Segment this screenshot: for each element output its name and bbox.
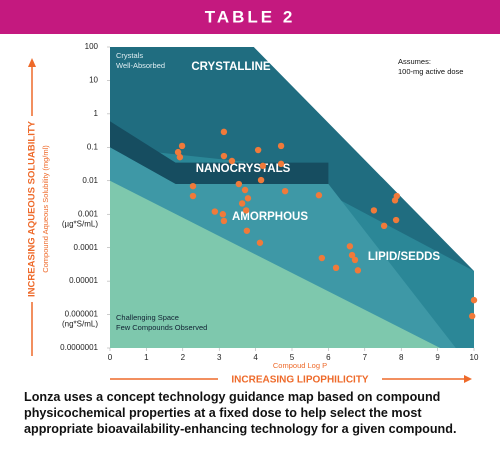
data-point [176,153,184,161]
data-point [238,200,246,207]
data-point [380,222,388,230]
y-tick-label: 0.001 [78,209,99,218]
x-axis-label: Compoud Log P [273,361,327,370]
data-point [259,162,267,170]
data-point [468,312,476,320]
y-tick-label: 0.1 [87,142,99,151]
x-arrow-label-bg [218,372,382,386]
data-point [211,208,219,215]
data-point [318,254,326,262]
annotation: Well-Absorbed [116,61,165,70]
y-tick-label: 100 [85,42,99,51]
y-tick-label: 0.00001 [69,276,98,285]
data-point [354,267,362,274]
x-arrow-head [464,375,472,383]
x-tick-label: 6 [326,353,331,362]
x-tick-label: 7 [363,353,368,362]
x-tick-label: 3 [217,353,222,362]
data-point [470,296,478,304]
x-tick-label: 9 [435,353,440,362]
region-label: CRYSTALLINE [191,61,271,73]
x-tick-label: 5 [290,353,295,362]
region [110,121,329,185]
data-point [254,146,262,154]
y-arrow-label: INCREASING AQUEOUS SOLUABILITY [27,120,38,297]
y-tick-label: 0.000001 [65,310,99,319]
data-point [174,148,182,156]
data-point [220,217,228,225]
data-point [332,264,340,272]
x-tick-label: 8 [399,353,404,362]
region [110,180,441,348]
data-point [189,182,197,190]
data-point [346,243,354,250]
y-tick-label: 0.01 [82,176,98,185]
y-axis-label: Compound Aqueous Solubility (mg/ml) [41,145,50,273]
x-tick-label: 2 [181,353,186,362]
data-point [370,207,378,214]
data-point [315,192,323,199]
y-tick-label: 0.0000001 [60,343,98,352]
data-point [242,207,250,214]
data-point [277,160,285,168]
annotation: Challenging Space [116,313,179,322]
annotation: Few Compounds Observed [116,323,207,332]
data-point [189,192,197,200]
y-tick-label: 1 [94,109,99,118]
region-label: NANOCRYSTALS [196,163,291,175]
annotation: Crystals [116,51,143,60]
x-tick-label: 10 [470,353,479,362]
data-point [219,211,227,218]
y-arrow-label-bg [25,116,39,302]
data-point [281,187,289,195]
annotation: 100-mg active dose [398,67,463,76]
caption: Lonza uses a concept technology guidance… [24,390,457,436]
data-point [244,195,252,202]
data-point [277,142,285,150]
data-point [351,256,359,264]
data-point [228,157,236,165]
annotation: Assumes: [398,57,431,66]
data-point [220,128,228,136]
x-arrow-label: INCREASING LIPOPHILICITY [231,375,369,386]
data-point [256,239,264,246]
data-point [241,186,249,194]
header-title: TABLE 2 [205,7,296,26]
y-tick-label: 10 [89,76,98,85]
data-point [392,216,400,224]
x-tick-label: 0 [108,353,113,362]
y-tick-label: 0.0001 [74,243,99,252]
x-tick-label: 1 [144,353,149,362]
region-label: LIPID/SEDDS [368,251,441,263]
data-point [393,192,401,200]
data-point [220,152,228,160]
plot: CRYSTALLINE LIPID/SEDDS NANOCRYSTALS AMORPH… [25,42,479,386]
data-point [235,180,243,188]
data-point [257,176,265,184]
data-point [178,142,186,150]
region-label: AMORPHOUS [232,211,308,223]
chart: TABLE 2 CRYSTALLINE LIPID/SEDDS NANOCRYSTA… [0,0,500,386]
y-tick-unit: (ng*S/mL) [62,320,98,329]
data-point [243,227,251,234]
header-bar [0,0,500,34]
y-arrow-head [28,58,36,67]
y-tick-unit: (µg*S/mL) [62,219,99,228]
x-tick-label: 4 [253,353,258,362]
data-point [348,251,356,259]
